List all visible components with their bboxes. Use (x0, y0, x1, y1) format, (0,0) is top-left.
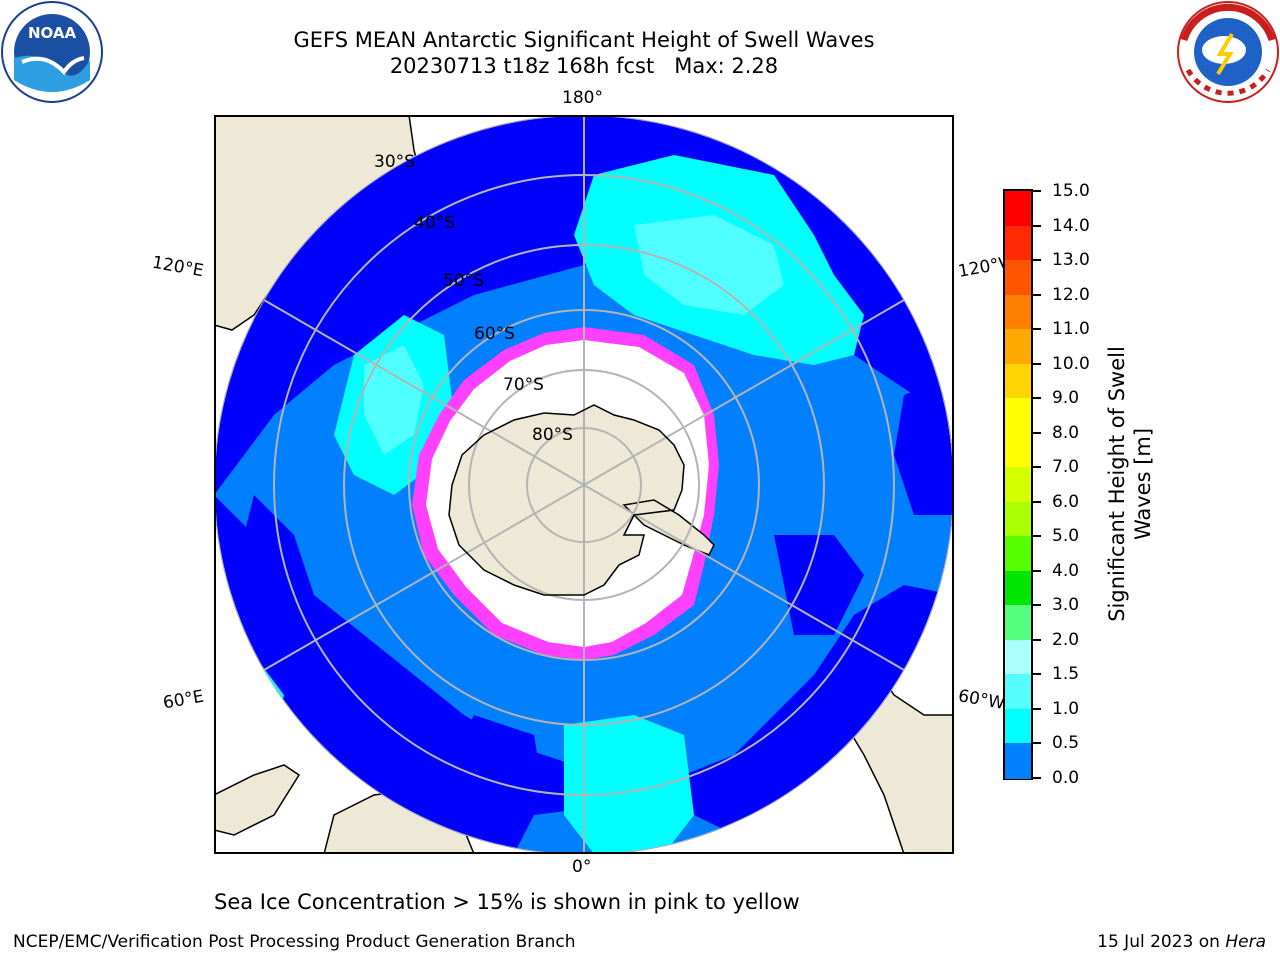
colorbar-tick (1033, 328, 1041, 331)
colorbar-tick-label: 11.0 (1052, 319, 1090, 340)
colorbar (1003, 189, 1033, 780)
colorbar-tick (1033, 259, 1041, 262)
colorbar-segment (1005, 363, 1031, 400)
polar-map-canvas (214, 115, 954, 855)
colorbar-segment (1005, 191, 1031, 227)
credit-date-text: 15 Jul 2023 on (1097, 932, 1220, 952)
coastlines (448, 404, 685, 596)
colorbar-tick (1033, 673, 1041, 676)
colorbar-segment (1005, 432, 1031, 469)
colorbar-segment (1005, 708, 1031, 745)
colorbar-tick (1033, 535, 1041, 538)
map-title-line1: GEFS MEAN Antarctic Significant Height o… (293, 28, 875, 52)
colorbar-tick-label: 14.0 (1052, 215, 1090, 236)
lon-label-180: 180° (562, 88, 603, 108)
colorbar-segment (1005, 743, 1031, 779)
colorbar-segment (1005, 639, 1031, 676)
map-title-line2: 20230713 t18z 168h fcst Max: 2.28 (389, 54, 779, 78)
colorbar-tick (1033, 397, 1041, 400)
lat-label-80s: 80°S (532, 425, 573, 445)
lat-label-30s: 30°S (374, 152, 415, 172)
colorbar-tick-label: 2.0 (1052, 629, 1080, 650)
colorbar-tick (1033, 224, 1041, 227)
lon-label-60e: 60°E (161, 686, 206, 714)
nws-logo (1177, 1, 1279, 103)
lat-label-60s: 60°S (474, 324, 515, 344)
colorbar-tick-label: 6.0 (1052, 491, 1080, 512)
colorbar-tick (1033, 466, 1041, 469)
lon-label-120e: 120°E (150, 252, 206, 282)
credit-branch: NCEP/EMC/Verification Post Processing Pr… (13, 932, 576, 952)
colorbar-tick-label: 4.0 (1052, 560, 1080, 581)
colorbar-tick-label: 5.0 (1052, 526, 1080, 547)
sea-ice-note: Sea Ice Concentration > 15% is shown in … (214, 890, 800, 914)
colorbar-segment (1005, 294, 1031, 331)
colorbar-tick-label: 0.5 (1052, 733, 1080, 754)
noaa-logo: NOAA (1, 1, 103, 103)
noaa-logo-text: NOAA (28, 24, 77, 42)
colorbar-tick (1033, 707, 1041, 710)
colorbar-tick-label: 9.0 (1052, 388, 1080, 409)
colorbar-tick-label: 15.0 (1052, 181, 1090, 201)
colorbar-tick-label: 8.0 (1052, 422, 1080, 443)
colorbar-tick (1033, 293, 1041, 296)
colorbar-segment (1005, 674, 1031, 710)
colorbar-tick (1033, 362, 1041, 365)
map-border (214, 115, 954, 854)
colorbar-tick (1033, 431, 1041, 434)
graticule (214, 115, 954, 855)
colorbar-tick-label: 1.5 (1052, 664, 1080, 685)
colorbar-title: Significant Height of Swell Waves [m] (1105, 346, 1155, 622)
colorbar-tick-label: 1.0 (1052, 698, 1080, 719)
colorbar-tick (1033, 569, 1041, 572)
colorbar-tick (1033, 190, 1041, 192)
colorbar-segment (1005, 605, 1031, 641)
colorbar-segment (1005, 260, 1031, 296)
credit-date: 15 Jul 2023 on Hera (1097, 932, 1266, 952)
credit-host: Hera (1225, 932, 1266, 952)
lon-label-60w: 60°W (956, 686, 1007, 714)
colorbar-tick-label: 3.0 (1052, 595, 1080, 616)
colorbar-tick (1033, 638, 1041, 641)
colorbar-tick (1033, 742, 1041, 745)
colorbar-tick (1033, 500, 1041, 503)
colorbar-tick-label: 10.0 (1052, 353, 1090, 374)
colorbar-tick-label: 13.0 (1052, 250, 1090, 271)
lat-label-40s: 40°S (414, 213, 455, 233)
lat-label-50s: 50°S (443, 271, 484, 291)
colorbar-segment (1005, 536, 1031, 572)
colorbar-tick (1033, 777, 1041, 779)
lon-label-0: 0° (572, 857, 592, 877)
colorbar-segment (1005, 501, 1031, 538)
colorbar-segment (1005, 329, 1031, 365)
polar-map: 180° 0° 120°E 120°W 60°E 60°W 30°S 40°S … (151, 88, 1017, 877)
colorbar-segment (1005, 467, 1031, 503)
ocean-field (214, 115, 954, 855)
colorbar-segment (1005, 225, 1031, 262)
colorbar-tick-label: 0.0 (1052, 768, 1080, 788)
colorbar-segment (1005, 398, 1031, 434)
colorbar-tick-label: 12.0 (1052, 284, 1090, 305)
colorbar-tick (1033, 604, 1041, 607)
lat-label-70s: 70°S (503, 375, 544, 395)
colorbar-tick-label: 7.0 (1052, 457, 1080, 478)
colorbar-segment (1005, 570, 1031, 607)
